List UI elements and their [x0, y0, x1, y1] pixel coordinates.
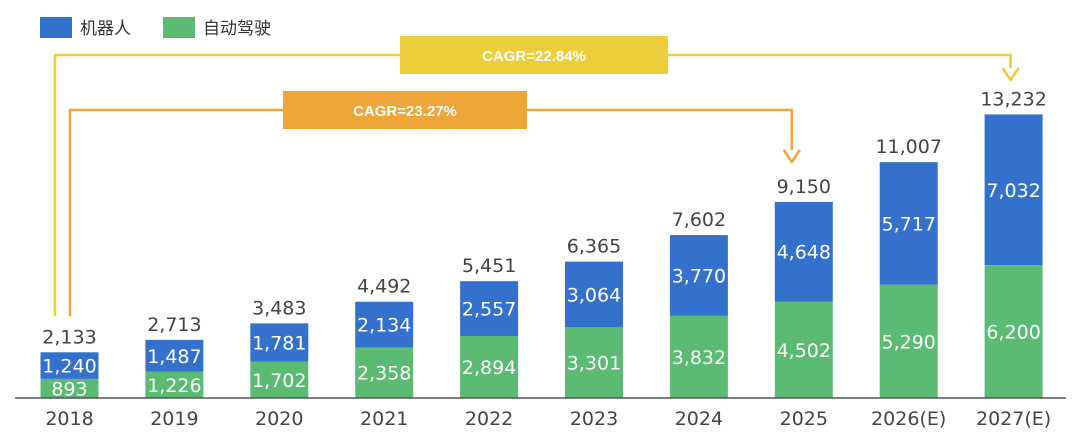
bar-label-robot-1: 1,487	[147, 346, 201, 368]
bar-label-auto-7: 4,502	[777, 340, 831, 362]
cagr-box-1	[283, 91, 527, 129]
total-label-7: 9,150	[777, 176, 831, 198]
bar-auto-7	[774, 301, 833, 398]
x-tick-label-4: 2022	[465, 408, 513, 430]
bar-label-robot-0: 1,240	[42, 356, 96, 378]
cagr-label-0: CAGR=22.84%	[482, 48, 586, 65]
total-label-4: 5,451	[462, 255, 516, 277]
total-label-0: 2,133	[42, 326, 96, 348]
bar-robot-5	[565, 261, 623, 328]
bar-label-auto-5: 3,301	[567, 353, 621, 375]
legend-swatch-robot	[40, 17, 72, 38]
cagr-bracket-0	[53, 53, 1012, 317]
bar-label-robot-5: 3,064	[567, 284, 621, 306]
bar-label-auto-0: 893	[51, 378, 87, 400]
bar-label-auto-1: 1,226	[147, 375, 201, 397]
bar-robot-1	[145, 339, 204, 372]
bar-robot-3	[355, 301, 414, 348]
bar-label-auto-8: 5,290	[881, 331, 935, 353]
bar-auto-8	[879, 284, 938, 398]
bar-robot-9	[984, 114, 1043, 266]
bar-robot-7	[774, 201, 833, 302]
cagr-arrow-0	[1001, 67, 1020, 82]
bar-label-auto-6: 3,832	[672, 347, 726, 369]
total-label-3: 4,492	[357, 276, 411, 298]
cagr-annotations: CAGR=22.84% CAGR=23.27%	[53, 36, 1020, 317]
bar-label-auto-2: 1,702	[252, 370, 306, 392]
x-tick-label-7: 2025	[780, 408, 828, 430]
legend-swatch-auto	[163, 17, 195, 38]
total-label-8: 11,007	[875, 136, 941, 158]
legend-label-auto: 自动驾驶	[203, 19, 271, 39]
x-tick-label-9: 2027(E)	[976, 408, 1051, 430]
bar-auto-1	[145, 371, 204, 398]
bar-robot-8	[879, 162, 938, 285]
bar-auto-5	[565, 327, 623, 398]
bar-label-robot-6: 3,770	[672, 265, 726, 287]
bar-label-auto-4: 2,894	[462, 357, 516, 379]
bar-label-robot-2: 1,781	[252, 332, 306, 354]
x-tick-label-2: 2020	[255, 408, 303, 430]
x-tick-label-1: 2019	[150, 408, 198, 430]
bar-label-robot-3: 2,134	[357, 315, 411, 337]
legend-label-robot: 机器人	[80, 19, 131, 39]
bar-auto-2	[250, 361, 309, 398]
total-label-5: 6,365	[567, 236, 621, 258]
bar-robot-0	[40, 352, 99, 379]
bar-label-robot-4: 2,557	[462, 299, 516, 321]
bar-label-auto-3: 2,358	[357, 363, 411, 385]
bar-auto-6	[669, 315, 728, 398]
bar-auto-9	[984, 265, 1043, 398]
bar-auto-3	[355, 347, 414, 398]
x-tick-label-5: 2023	[570, 408, 618, 430]
cagr-label-1: CAGR=23.27%	[353, 103, 457, 120]
bar-auto-4	[460, 335, 519, 398]
cagr-box-0	[400, 36, 668, 74]
total-label-2: 3,483	[252, 297, 306, 319]
bar-label-robot-7: 4,648	[777, 242, 831, 264]
bar-label-auto-9: 6,200	[986, 322, 1040, 344]
bar-robot-2	[250, 323, 309, 362]
x-tick-label-0: 2018	[45, 408, 93, 430]
bar-robot-6	[669, 235, 728, 316]
bar-label-robot-8: 5,717	[881, 213, 935, 235]
x-axis: 2018 2019 2020 2021 2022 2023 2024 2025 2026(E) 2…	[15, 397, 1066, 430]
x-tick-label-6: 2024	[675, 408, 723, 430]
cagr-arrow-1	[782, 149, 801, 164]
bar-robot-4	[460, 281, 519, 336]
x-tick-label-3: 2021	[360, 408, 408, 430]
total-label-1: 2,713	[147, 314, 201, 336]
total-label-9: 13,232	[980, 88, 1046, 110]
total-label-6: 7,602	[672, 209, 726, 231]
legend: 机器人 自动驾驶	[40, 17, 271, 39]
x-tick-label-8: 2026(E)	[871, 408, 946, 430]
bar-auto-0	[40, 378, 99, 398]
bar-label-robot-9: 7,032	[986, 180, 1040, 202]
